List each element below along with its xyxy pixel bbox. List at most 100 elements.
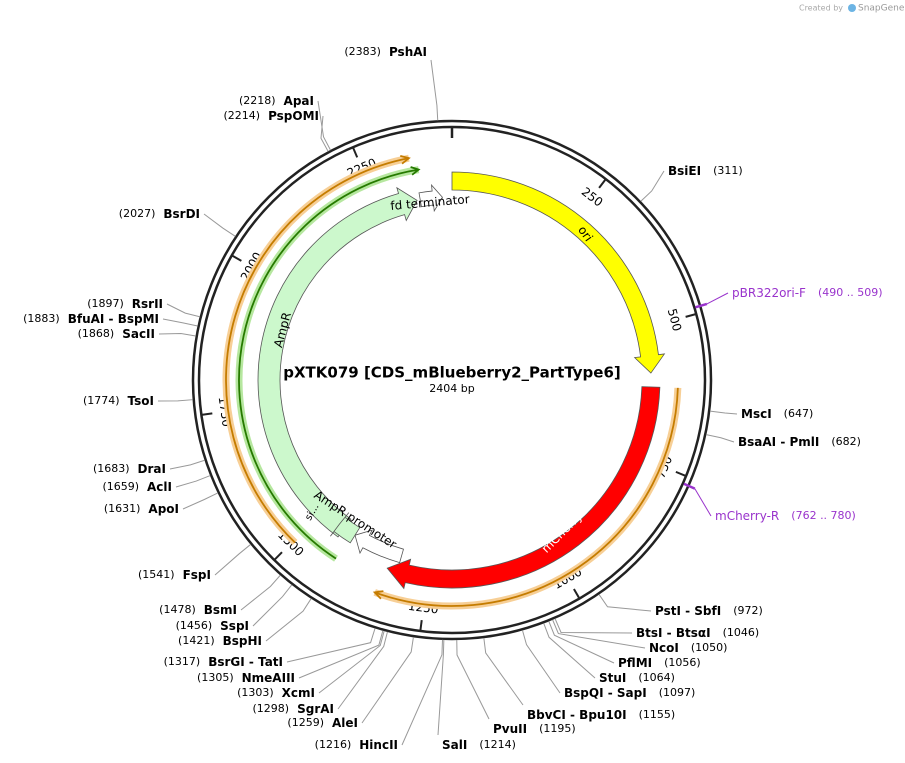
enzyme-name: ApaI	[284, 94, 314, 108]
primer-site: (490 .. 509)	[818, 286, 883, 299]
enzyme-leader	[252, 584, 293, 627]
enzyme-leader	[640, 170, 665, 202]
ruler-tick	[675, 470, 686, 477]
enzyme-label: PstI - SbfI (972)	[655, 604, 763, 618]
enzyme-label: (1774) TsoI	[83, 394, 154, 408]
enzyme-label: (1303) XcmI	[237, 686, 315, 700]
primer-label: pBR322ori-F (490 .. 509)	[732, 286, 883, 300]
ruler-label: 250	[579, 184, 606, 209]
enzyme-name: SspI	[220, 619, 249, 633]
enzyme-label: (1883) BfuAI - BspMI	[23, 312, 159, 326]
enzyme-leader	[456, 639, 490, 720]
created-by: Created by	[799, 4, 843, 13]
enzyme-name: PspOMI	[268, 109, 319, 123]
enzyme-label: BsaAI - PmlI (682)	[738, 435, 861, 449]
enzyme-label: (1683) DraI	[93, 462, 166, 476]
enzyme-site: (1097)	[659, 686, 696, 699]
primer-site: (762 .. 780)	[791, 509, 856, 522]
backbone-outer	[191, 119, 713, 641]
enzyme-name: PflMI	[618, 656, 652, 670]
enzyme-label: (1259) AleI	[287, 716, 358, 730]
enzyme-leader	[298, 630, 384, 679]
ruler-tick	[352, 147, 359, 158]
ruler-tick	[598, 179, 606, 189]
enzyme-leader	[162, 318, 198, 327]
feature-line-head	[400, 155, 411, 165]
feature-line	[374, 387, 679, 607]
enzyme-name: BspHI	[223, 634, 262, 648]
feature-fd-terminator	[418, 183, 443, 213]
enzyme-name: PvuII	[493, 722, 527, 736]
enzyme-leader	[169, 459, 205, 470]
backbone-inner	[197, 125, 707, 635]
enzyme-name: BbvCI - Bpu10I	[527, 708, 627, 722]
enzyme-site: (2027)	[119, 207, 156, 220]
enzyme-site: (311)	[713, 164, 743, 177]
ruler-tick	[202, 412, 213, 416]
enzyme-site: (2218)	[239, 94, 276, 107]
enzyme-site: (1046)	[723, 626, 760, 639]
enzyme-leader	[437, 639, 445, 736]
primer-mark	[695, 302, 708, 309]
enzyme-name: BsrGI - TatI	[208, 655, 283, 669]
enzyme-site: (1868)	[78, 327, 115, 340]
enzyme-leader	[157, 399, 193, 402]
enzyme-name: TsoI	[128, 394, 154, 408]
enzyme-site: (1216)	[315, 738, 352, 751]
feature-line	[225, 157, 410, 544]
enzyme-name: AleI	[332, 716, 358, 730]
enzyme-leader	[543, 623, 596, 679]
enzyme-site: (1064)	[638, 671, 675, 684]
enzyme-name: DraI	[138, 462, 166, 476]
enzyme-site: (682)	[831, 435, 861, 448]
plasmid-length: 2404 bp	[429, 382, 474, 395]
enzyme-name: RsrII	[132, 297, 163, 311]
enzyme-label: (1631) ApoI	[104, 502, 179, 516]
ruler-tick	[685, 313, 696, 318]
enzyme-leader	[317, 100, 331, 151]
enzyme-name: BtsI - BtsαI	[636, 626, 711, 640]
enzyme-label: (1897) RsrII	[87, 297, 163, 311]
enzyme-name: AclI	[147, 480, 172, 494]
enzyme-site: (1195)	[539, 722, 576, 735]
enzyme-label: (1298) SgrAI	[253, 702, 334, 716]
logo	[848, 4, 856, 12]
enzyme-site: (1883)	[23, 312, 60, 325]
enzyme-leader	[430, 59, 439, 121]
enzyme-leader	[320, 115, 329, 152]
enzyme-leader	[318, 630, 385, 694]
enzyme-name: MscI	[741, 407, 772, 421]
enzyme-leader	[548, 621, 615, 664]
enzyme-site: (1478)	[159, 603, 196, 616]
enzyme-site: (1056)	[664, 656, 701, 669]
enzyme-leader	[203, 213, 236, 237]
feature-mcherry2	[386, 386, 661, 590]
enzyme-leader	[337, 631, 388, 710]
ruler-tick	[274, 551, 283, 561]
enzyme-leader	[598, 594, 652, 612]
enzyme-name: FspI	[183, 568, 211, 582]
enzyme-label: (2214) PspOMI	[223, 109, 319, 123]
enzyme-leader	[182, 492, 219, 510]
enzyme-label: (1541) FspI	[138, 568, 211, 582]
enzyme-name: BsiEI	[668, 164, 701, 178]
enzyme-label: (2383) PshAI	[344, 45, 427, 59]
primer-leader	[706, 292, 729, 305]
enzyme-site: (1541)	[138, 568, 175, 581]
feature-line-head	[410, 166, 421, 176]
enzyme-label: BspQI - SapI (1097)	[564, 686, 695, 700]
enzyme-label: (1456) SspI	[176, 619, 249, 633]
enzyme-site: (1683)	[93, 462, 130, 475]
enzyme-site: (1303)	[237, 686, 274, 699]
enzyme-label: (1317) BsrGI - TatI	[164, 655, 283, 669]
enzyme-name: BfuAI - BspMI	[68, 312, 159, 326]
feature-line-head	[372, 590, 384, 600]
enzyme-site: (647)	[784, 407, 814, 420]
enzyme-site: (1155)	[639, 708, 676, 721]
enzyme-label: MscI (647)	[741, 407, 813, 421]
enzyme-label: (1305) NmeAIII	[197, 671, 295, 685]
enzyme-name: XcmI	[282, 686, 315, 700]
enzyme-site: (2383)	[344, 45, 381, 58]
feature-signal	[330, 512, 361, 544]
